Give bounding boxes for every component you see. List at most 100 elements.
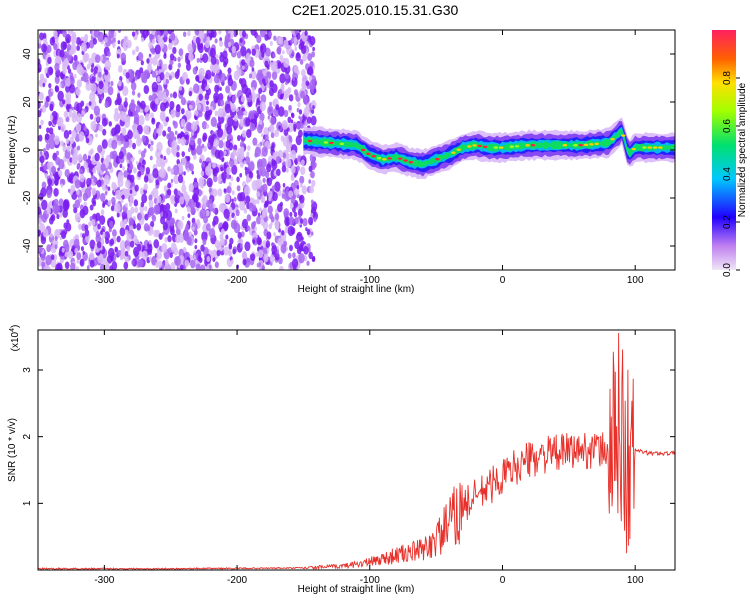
noise-blob [194, 110, 199, 117]
noise-blob [179, 196, 185, 205]
noise-blob [78, 66, 85, 76]
noise-blob [225, 140, 231, 149]
noise-blob [167, 30, 173, 35]
noise-blob [157, 62, 160, 67]
noise-blob [219, 54, 225, 63]
noise-blob [208, 228, 216, 239]
colorbar-tick-label: 0.2 [722, 215, 733, 229]
noise-blob [85, 137, 90, 144]
noise-blob [196, 57, 200, 63]
noise-blob [215, 54, 219, 59]
noise-blob [263, 127, 270, 137]
noise-blob [262, 207, 268, 217]
noise-blob [283, 39, 289, 49]
noise-blob [167, 182, 172, 189]
noise-blob [229, 237, 234, 245]
noise-blob [120, 198, 124, 204]
noise-blob [248, 73, 253, 79]
noise-blob [140, 187, 145, 195]
noise-blob [138, 149, 142, 155]
noise-blob [279, 201, 284, 207]
noise-blob [90, 83, 97, 94]
noise-blob [298, 43, 303, 50]
noise-blob [40, 235, 47, 245]
noise-blob [256, 215, 262, 225]
noise-blob [214, 261, 219, 269]
noise-blob [295, 135, 302, 146]
noise-blob [212, 168, 218, 177]
noise-blob [134, 75, 138, 81]
noise-blob [296, 246, 302, 255]
noise-blob [197, 103, 202, 111]
noise-blob [291, 258, 299, 269]
noise-blob [214, 149, 221, 159]
noise-blob [48, 83, 52, 89]
noise-blob [193, 186, 200, 197]
noise-blob [101, 183, 107, 191]
noise-blob [116, 53, 120, 59]
noise-blob [114, 107, 119, 115]
noise-blob [139, 30, 145, 35]
noise-blob [224, 193, 231, 204]
noise-blob [290, 164, 296, 174]
noise-blob [100, 209, 105, 216]
noise-blob [226, 173, 230, 180]
noise-blob [249, 59, 255, 68]
noise-blob [148, 94, 153, 102]
noise-blob [86, 265, 90, 270]
noise-blob [94, 152, 100, 162]
noise-blob [40, 253, 46, 262]
noise-blob [76, 102, 83, 113]
noise-blob [239, 146, 245, 154]
noise-blob [148, 206, 155, 216]
noise-blob [216, 245, 220, 251]
noise-blob [250, 112, 255, 120]
noise-blob [162, 221, 168, 231]
noise-blob [135, 238, 139, 245]
noise-blob [67, 30, 74, 36]
noise-blob [59, 49, 65, 58]
noise-blob [54, 85, 60, 93]
noise-blob [298, 30, 302, 33]
noise-blob [292, 76, 296, 82]
noise-blob [128, 217, 134, 226]
noise-blob [93, 66, 99, 74]
band-peak [403, 159, 408, 162]
noise-blob [241, 130, 247, 138]
noise-blob [223, 61, 227, 68]
noise-blob [271, 71, 278, 80]
band-peak [483, 145, 488, 149]
noise-blob [46, 207, 51, 215]
noise-blob [108, 199, 112, 206]
noise-blob [148, 41, 153, 49]
noise-blob [207, 162, 212, 169]
noise-blob [184, 134, 188, 140]
noise-blob [250, 253, 256, 261]
noise-blob [282, 182, 286, 188]
noise-blob [214, 110, 219, 117]
noise-blob [143, 183, 148, 191]
noise-blob [195, 201, 200, 209]
noise-blob [310, 100, 317, 110]
band-layer [303, 129, 675, 168]
noise-blob [149, 100, 156, 110]
noise-blob [107, 85, 114, 96]
noise-blob [212, 256, 216, 263]
band-peak [451, 151, 456, 154]
noise-blob [280, 243, 287, 254]
noise-blob [173, 121, 178, 129]
noise-blob [65, 138, 70, 144]
noise-blob [66, 97, 72, 105]
noise-blob [224, 103, 231, 114]
noise-blob [251, 67, 255, 72]
noise-blob [205, 105, 209, 112]
noise-blob [130, 99, 135, 106]
noise-blob [169, 252, 173, 258]
chart-title: C2E1.2025.010.15.31.G30 [291, 2, 459, 18]
noise-blob [294, 216, 299, 225]
noise-blob [38, 42, 42, 49]
noise-blob [41, 43, 47, 53]
noise-blob [83, 201, 87, 208]
noise-blob [104, 59, 111, 71]
